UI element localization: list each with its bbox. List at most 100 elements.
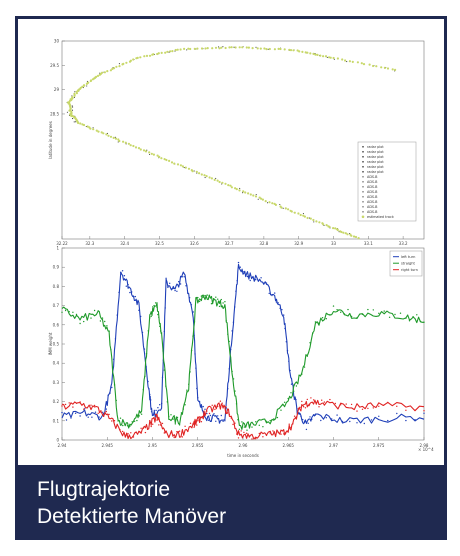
left-turn-point (91, 416, 93, 418)
maneuver-y-tick-label: 0.7 (53, 303, 60, 308)
straight-point (336, 309, 338, 311)
straight-point (165, 385, 167, 387)
left-turn-point (213, 413, 215, 415)
right-turn-point (414, 409, 416, 411)
right-turn-legend-label: right turn (401, 268, 418, 272)
trajectory-legend-marker (362, 201, 364, 203)
left-turn-point (300, 415, 302, 417)
straight-point (90, 317, 92, 319)
left-turn-point (87, 416, 89, 418)
left-turn-point (289, 369, 291, 372)
right-turn-point (154, 413, 157, 416)
track-point (129, 144, 132, 147)
left-turn-point (396, 412, 398, 415)
right-turn-point (265, 434, 268, 437)
radar-point (257, 198, 259, 200)
left-turn-point (123, 275, 126, 277)
right-turn-point (236, 433, 238, 435)
right-turn-point (217, 405, 219, 407)
track-point (312, 52, 315, 56)
straight-point (178, 424, 181, 426)
straight-point (241, 421, 243, 423)
left-turn-point (231, 330, 233, 332)
left-turn-point (107, 394, 109, 397)
track-point (296, 49, 299, 52)
right-turn-point (378, 405, 380, 407)
track-point (341, 58, 344, 61)
right-turn-point (202, 417, 204, 419)
left-turn-point (70, 417, 72, 419)
straight-point (276, 416, 279, 419)
left-turn-point (311, 418, 313, 420)
left-turn-point (147, 380, 149, 383)
trajectory-y-tick-label: 29.5 (50, 63, 59, 68)
right-turn-point (269, 432, 271, 434)
straight-point (153, 304, 155, 307)
straight-point (293, 390, 295, 392)
straight-point (166, 401, 168, 403)
track-point (322, 55, 325, 58)
straight-point (225, 320, 227, 322)
track-point (102, 132, 105, 135)
right-turn-point (124, 436, 127, 438)
trajectory-legend-label: radar plot (367, 150, 384, 154)
track-point (200, 173, 203, 176)
track-point (211, 47, 214, 50)
track-point (160, 51, 163, 55)
straight-point (99, 320, 102, 322)
track-point (115, 65, 118, 68)
track-point (293, 211, 296, 214)
right-turn-point (290, 426, 292, 429)
right-turn-point (226, 412, 229, 414)
trajectory-legend-label: ADS-B (367, 200, 378, 204)
right-turn-point (178, 430, 181, 432)
left-turn-point (112, 358, 115, 360)
left-turn-point (116, 314, 118, 316)
straight-series-line (61, 294, 424, 430)
radar-point (183, 167, 185, 169)
trajectory-legend-marker (362, 206, 364, 208)
straight-point (180, 412, 183, 414)
straight-point (206, 294, 208, 296)
track-point (342, 231, 345, 234)
radar-point (92, 127, 94, 129)
straight-point (243, 426, 246, 428)
straight-point (190, 349, 193, 352)
right-turn-point (245, 432, 248, 434)
track-point (176, 163, 180, 166)
track-point (96, 74, 100, 77)
track-point (322, 223, 325, 226)
right-turn-point (132, 436, 135, 438)
left-turn-point (196, 387, 198, 390)
straight-point (149, 317, 151, 319)
straight-point (399, 312, 402, 314)
right-turn-point (308, 403, 310, 406)
right-turn-point (228, 413, 231, 416)
straight-point (269, 419, 271, 422)
right-turn-point (176, 431, 178, 433)
maneuver-y-tick-label: 0.5 (53, 342, 60, 347)
straight-point (423, 321, 425, 323)
right-turn-point (258, 432, 260, 435)
left-turn-point (114, 338, 117, 340)
right-turn-point (152, 423, 154, 425)
radar-point (302, 212, 304, 215)
track-point (227, 184, 230, 187)
track-point (125, 61, 128, 64)
left-turn-point (387, 419, 389, 422)
track-point (183, 47, 186, 50)
left-turn-point (170, 288, 173, 290)
straight-point (394, 313, 396, 316)
maneuver-x-tick-label: 2.965 (283, 443, 295, 448)
track-point (139, 56, 142, 59)
track-point (106, 70, 109, 73)
left-turn-point (134, 295, 136, 298)
track-point (214, 46, 218, 49)
track-point (254, 195, 258, 198)
trajectory-legend-marker (362, 171, 364, 173)
track-point (143, 55, 146, 58)
track-point (230, 46, 233, 49)
left-turn-point (292, 384, 294, 386)
straight-point (265, 420, 268, 422)
